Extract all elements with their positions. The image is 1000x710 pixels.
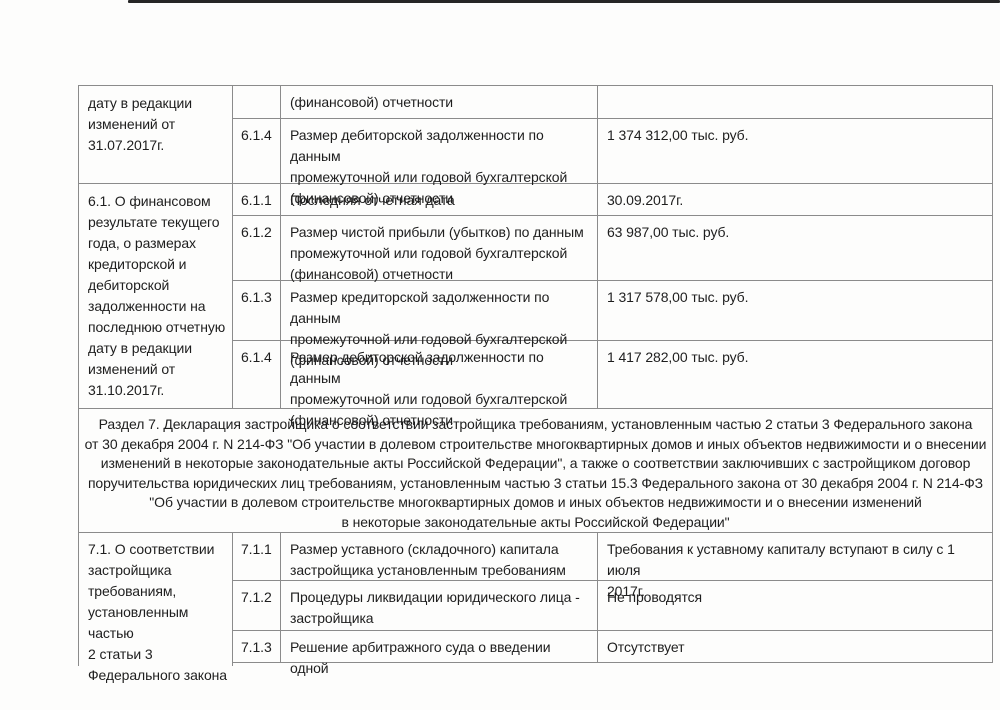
table-row: 7.1.2 Процедуры ликвидации юридического … — [233, 581, 993, 631]
section-left-label: 6.1. О финансовом результате текущего го… — [78, 184, 233, 409]
table-row: 6.1.2 Размер чистой прибыли (убытков) по… — [233, 216, 993, 282]
row-parameter: Размер кредиторской задолженности по дан… — [281, 281, 598, 368]
row-value: 30.09.2017г. — [598, 184, 993, 216]
table-row: 6.1.4 Размер дебиторской задолженности п… — [233, 119, 993, 206]
row-parameter: Процедуры ликвидации юридического лица -… — [281, 581, 598, 631]
table-row: 6.1.4 Размер дебиторской задолженности п… — [233, 341, 993, 428]
row-number: 6.1.3 — [233, 281, 281, 341]
table-section-6.1-edition-31.07.2017: дату в редакции изменений от 31.07.2017г… — [78, 86, 993, 206]
section7-header-line: Раздел 7. Декларация застройщика о соотв… — [98, 416, 973, 432]
row-value: 1 374 312,00 тыс. руб. — [598, 119, 993, 184]
section7-header-line: от 30 декабря 2004 г. N 214-ФЗ "Об участ… — [84, 435, 987, 452]
table-row: 7.1.1 Размер уставного (складочного) кап… — [233, 533, 993, 599]
row-number: 6.1.4 — [233, 341, 281, 409]
row-value: Не проводятся — [598, 581, 993, 631]
section7-header-line: поручительства юридических лиц требовани… — [87, 474, 984, 491]
project-declaration-table: дату в редакции изменений от 31.07.2017г… — [78, 85, 993, 683]
row-parameter: Размер дебиторской задолженности по данн… — [281, 119, 598, 206]
scan-edge-artifact — [128, 0, 1000, 3]
row-value: 1 417 282,00 тыс. руб. — [598, 341, 993, 409]
row-parameter: Решение арбитражного суда о введении одн… — [281, 631, 598, 676]
row-number: 6.1.2 — [233, 216, 281, 281]
row-number: 7.1.1 — [233, 533, 281, 581]
section-left-label: дату в редакции изменений от 31.07.2017г… — [78, 86, 233, 184]
section-rows: (финансовой) отчетности 6.1.4 Размер деб… — [233, 86, 993, 206]
section-left-label: 7.1. О соответствии застройщика требован… — [78, 533, 233, 683]
section7-header-line: "Об участии в долевом строительстве мног… — [149, 494, 922, 510]
row-parameter: Последняя отчетная дата — [281, 184, 598, 216]
row-value — [598, 86, 993, 119]
section7-header: Раздел 7. Декларация застройщика о соотв… — [78, 409, 993, 533]
row-parameter: (финансовой) отчетности — [281, 86, 598, 119]
table-row: 6.1.3 Размер кредиторской задолженности … — [233, 281, 993, 368]
row-value: Отсутствует — [598, 631, 993, 663]
row-number: 6.1.4 — [233, 119, 281, 184]
table-section-7.1: 7.1. О соответствии застройщика требован… — [78, 533, 993, 683]
table-row: 6.1.1 Последняя отчетная дата 30.09.2017… — [233, 184, 993, 216]
table-section-6.1-edition-31.10.2017: 6.1. О финансовом результате текущего го… — [78, 184, 993, 428]
row-number: 7.1.2 — [233, 581, 281, 631]
row-value: 63 987,00 тыс. руб. — [598, 216, 993, 281]
section-rows: 6.1.1 Последняя отчетная дата 30.09.2017… — [233, 184, 993, 428]
table-row: (финансовой) отчетности — [233, 86, 993, 119]
row-parameter: Размер дебиторской задолженности по данн… — [281, 341, 598, 428]
row-parameter: Размер уставного (складочного) капитала … — [281, 533, 598, 581]
row-number: 6.1.1 — [233, 184, 281, 216]
row-number: 7.1.3 — [233, 631, 281, 663]
section7-header-line: изменений в некоторые законодательные ак… — [100, 455, 971, 471]
table-row: 7.1.3 Решение арбитражного суда о введен… — [233, 631, 993, 676]
section7-header-line: в некоторые законодательные акты Российс… — [341, 513, 730, 530]
row-parameter: Размер чистой прибыли (убытков) по данны… — [281, 216, 598, 282]
row-value: Требования к уставному капиталу вступают… — [598, 533, 993, 599]
section-rows: 7.1.1 Размер уставного (складочного) кап… — [233, 533, 993, 676]
row-value: 1 317 578,00 тыс. руб. — [598, 281, 993, 341]
row-number — [233, 86, 281, 119]
